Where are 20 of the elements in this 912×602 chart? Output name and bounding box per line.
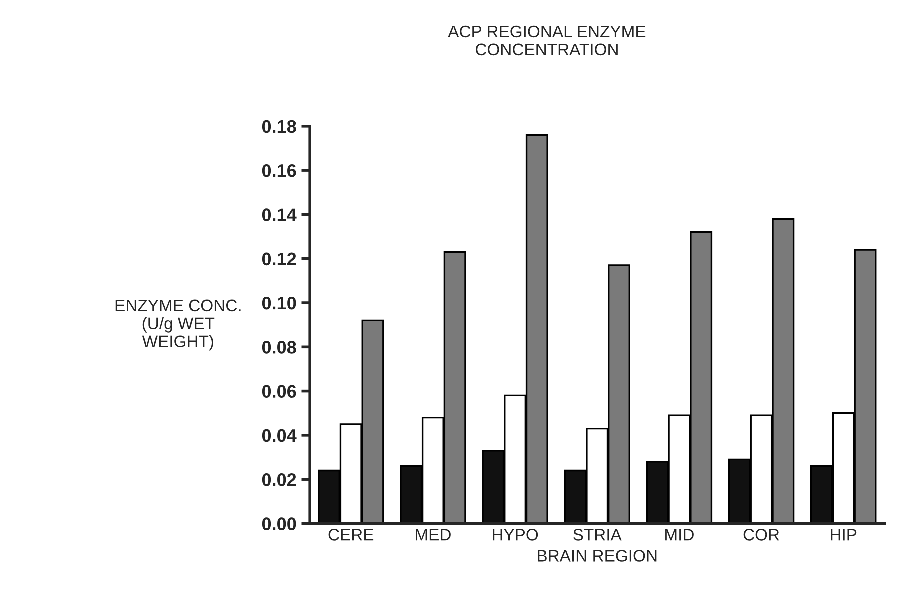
y-axis-title: ENZYME CONC. (U/g WET WEIGHT)	[116, 300, 241, 351]
y-tick-label: 0.12	[262, 252, 296, 266]
y-tick-label: 0.02	[262, 474, 296, 486]
y-tick-label: 0.14	[262, 208, 297, 222]
x-tick-label: STRIA	[574, 529, 622, 541]
x-tick-label: HIP	[831, 529, 857, 541]
y-tick-label: 0.04	[262, 429, 297, 442]
y-tick-label: 0.16	[262, 164, 296, 178]
x-tick-label: MID	[666, 529, 694, 541]
y-tick-label: 0.10	[262, 296, 296, 310]
x-axis-title: BRAIN REGION	[538, 550, 657, 562]
y-tick-label: 0.00	[262, 518, 296, 530]
chart-title: ACP REGIONAL ENZYME CONCENTRATION	[448, 26, 646, 56]
y-tick-label: 0.18	[262, 120, 296, 134]
x-tick-label: COR	[744, 529, 780, 541]
x-tick-label: HYPO	[493, 529, 538, 541]
y-tick-label: 0.06	[262, 385, 296, 398]
x-tick-label: CERE	[328, 529, 374, 541]
x-tick-label: MED	[416, 529, 451, 541]
y-tick-label: 0.08	[262, 341, 296, 354]
